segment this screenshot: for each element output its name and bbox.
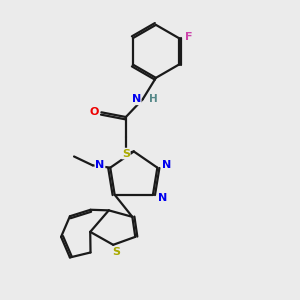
Text: F: F xyxy=(185,32,193,42)
Text: N: N xyxy=(131,94,141,104)
Text: O: O xyxy=(89,107,99,117)
Text: H: H xyxy=(149,94,158,104)
Text: S: S xyxy=(113,247,121,257)
Text: N: N xyxy=(162,160,171,170)
Text: N: N xyxy=(95,160,105,170)
Text: S: S xyxy=(122,148,130,158)
Text: N: N xyxy=(158,193,167,203)
